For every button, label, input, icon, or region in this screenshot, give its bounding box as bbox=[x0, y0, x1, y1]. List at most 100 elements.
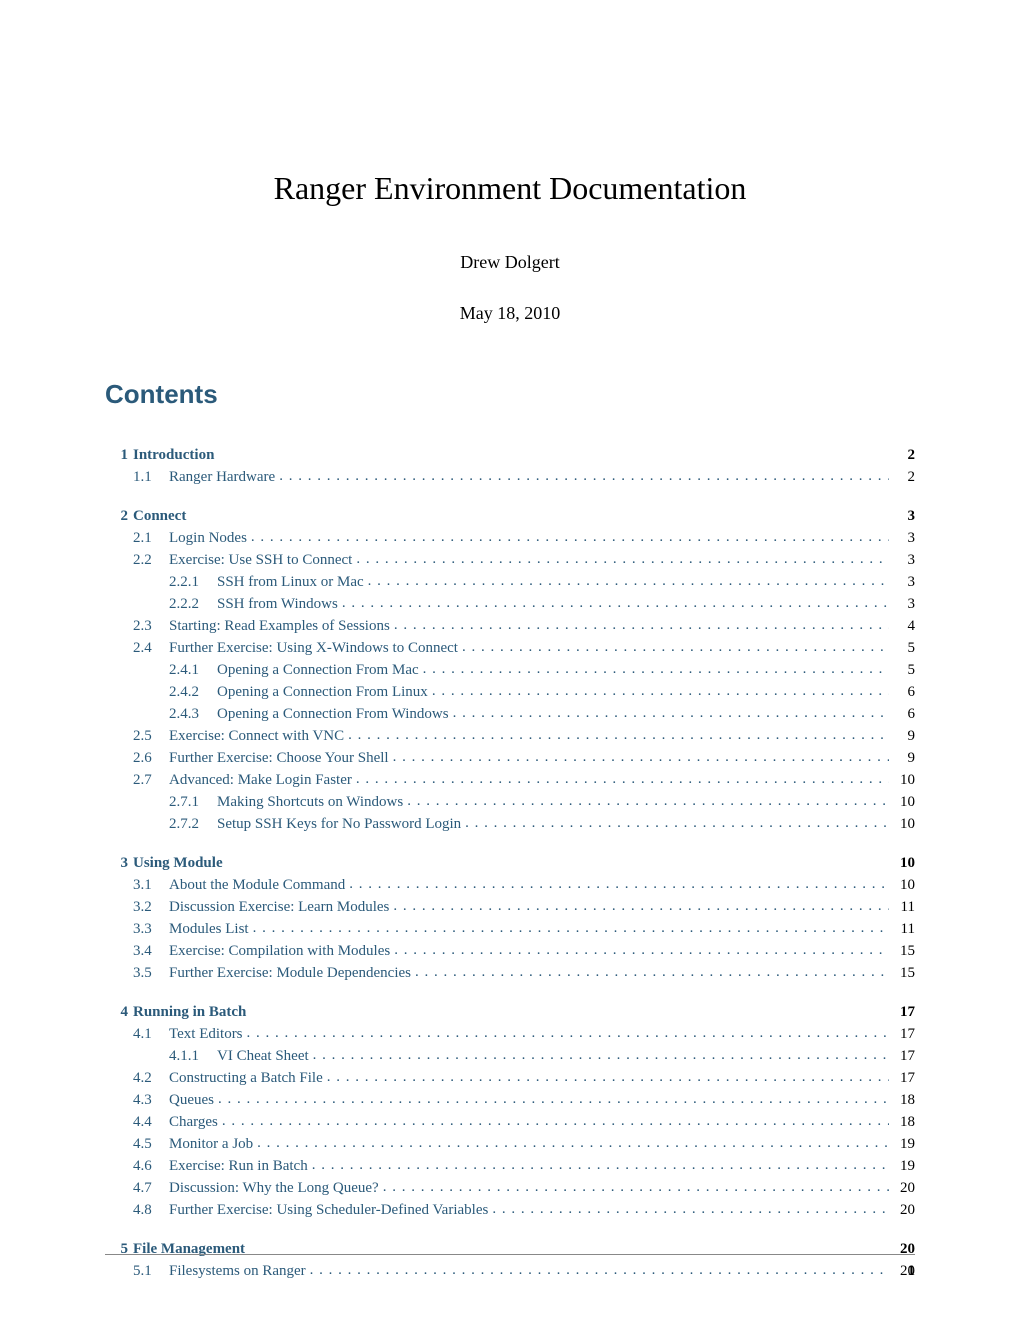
toc-subsection-title: Ranger Hardware bbox=[169, 467, 275, 488]
toc-subsection-page: 15 bbox=[893, 941, 915, 962]
toc-subsection-number: 3.3 bbox=[133, 919, 169, 940]
toc-leader-dots bbox=[312, 1155, 889, 1170]
toc-leader-dots bbox=[465, 813, 889, 828]
toc-subsection-row[interactable]: 2.2Exercise: Use SSH to Connect3 bbox=[105, 549, 915, 571]
toc-subsection-number: 4.7 bbox=[133, 1178, 169, 1199]
toc-subsubsection-number: 4.1.1 bbox=[169, 1046, 217, 1067]
toc-subsection-number: 4.5 bbox=[133, 1134, 169, 1155]
toc-subsection-row[interactable]: 2.3Starting: Read Examples of Sessions 4 bbox=[105, 615, 915, 637]
toc-leader-dots bbox=[257, 1133, 889, 1148]
toc-leader-dots bbox=[247, 1023, 889, 1038]
toc-subsection-title: Starting: Read Examples of Sessions bbox=[169, 616, 390, 637]
toc-subsection-row[interactable]: 4.3Queues18 bbox=[105, 1089, 915, 1111]
toc-leader-dots bbox=[218, 1089, 889, 1104]
table-of-contents: 1Introduction21.1Ranger Hardware22Connec… bbox=[105, 445, 915, 1282]
toc-subsection-row[interactable]: 4.1Text Editors17 bbox=[105, 1023, 915, 1045]
toc-subsection-row[interactable]: 3.2Discussion Exercise: Learn Modules 11 bbox=[105, 896, 915, 918]
toc-subsection-row[interactable]: 4.5Monitor a Job19 bbox=[105, 1133, 915, 1155]
toc-subsection-title: Exercise: Run in Batch bbox=[169, 1156, 308, 1177]
toc-subsection-page: 2 bbox=[893, 467, 915, 488]
toc-leader-dots bbox=[394, 940, 889, 955]
toc-subsection-title: Queues bbox=[169, 1090, 214, 1111]
toc-subsection-page: 19 bbox=[893, 1134, 915, 1155]
toc-subsection-number: 2.6 bbox=[133, 748, 169, 769]
toc-subsubsection-row[interactable]: 2.4.3Opening a Connection From Windows6 bbox=[105, 703, 915, 725]
toc-subsection-number: 3.2 bbox=[133, 897, 169, 918]
document-date: May 18, 2010 bbox=[105, 303, 915, 324]
toc-subsection-row[interactable]: 2.5Exercise: Connect with VNC9 bbox=[105, 725, 915, 747]
toc-subsection-row[interactable]: 2.7Advanced: Make Login Faster10 bbox=[105, 769, 915, 791]
contents-heading: Contents bbox=[105, 379, 915, 410]
document-title: Ranger Environment Documentation bbox=[105, 170, 915, 207]
toc-subsection-row[interactable]: 3.1About the Module Command10 bbox=[105, 874, 915, 896]
toc-leader-dots bbox=[310, 1260, 889, 1275]
toc-section-row[interactable]: 4Running in Batch17 bbox=[105, 1002, 915, 1023]
toc-subsubsection-title: Opening a Connection From Windows bbox=[217, 704, 449, 725]
toc-subsubsection-title: Making Shortcuts on Windows bbox=[217, 792, 403, 813]
toc-subsection-page: 4 bbox=[893, 616, 915, 637]
toc-subsection-row[interactable]: 4.4Charges18 bbox=[105, 1111, 915, 1133]
toc-section-row[interactable]: 5File Management20 bbox=[105, 1239, 915, 1260]
toc-section-row[interactable]: 2Connect3 bbox=[105, 506, 915, 527]
toc-subsection-page: 11 bbox=[893, 897, 915, 918]
toc-subsection-page: 17 bbox=[893, 1068, 915, 1089]
toc-subsection-row[interactable]: 4.8Further Exercise: Using Scheduler-Def… bbox=[105, 1199, 915, 1221]
toc-subsubsection-page: 5 bbox=[893, 660, 915, 681]
toc-section-row[interactable]: 1Introduction2 bbox=[105, 445, 915, 466]
toc-subsubsection-number: 2.2.2 bbox=[169, 594, 217, 615]
toc-subsubsection-row[interactable]: 2.7.2Setup SSH Keys for No Password Logi… bbox=[105, 813, 915, 835]
toc-subsection-page: 9 bbox=[893, 748, 915, 769]
toc-subsection-row[interactable]: 5.1Filesystems on Ranger20 bbox=[105, 1260, 915, 1282]
toc-subsection-title: Login Nodes bbox=[169, 528, 247, 549]
toc-subsection-title: Charges bbox=[169, 1112, 218, 1133]
toc-subsection-title: Exercise: Connect with VNC bbox=[169, 726, 344, 747]
toc-leader-dots bbox=[393, 747, 889, 762]
toc-subsection-row[interactable]: 4.7Discussion: Why the Long Queue?20 bbox=[105, 1177, 915, 1199]
toc-leader-dots bbox=[356, 549, 889, 564]
toc-section-title: File Management bbox=[133, 1239, 245, 1260]
toc-subsubsection-page: 3 bbox=[893, 572, 915, 593]
toc-subsection-row[interactable]: 2.1Login Nodes3 bbox=[105, 527, 915, 549]
toc-subsubsection-row[interactable]: 2.2.2SSH from Windows3 bbox=[105, 593, 915, 615]
toc-subsubsection-number: 2.4.3 bbox=[169, 704, 217, 725]
toc-subsection-number: 2.3 bbox=[133, 616, 169, 637]
toc-section-page: 17 bbox=[894, 1002, 915, 1023]
toc-subsection-number: 4.3 bbox=[133, 1090, 169, 1111]
toc-subsubsection-row[interactable]: 2.4.2Opening a Connection From Linux6 bbox=[105, 681, 915, 703]
toc-subsubsection-row[interactable]: 2.4.1Opening a Connection From Mac5 bbox=[105, 659, 915, 681]
toc-subsubsection-row[interactable]: 2.2.1SSH from Linux or Mac3 bbox=[105, 571, 915, 593]
toc-subsubsection-row[interactable]: 4.1.1VI Cheat Sheet17 bbox=[105, 1045, 915, 1067]
toc-subsection-title: About the Module Command bbox=[169, 875, 345, 896]
toc-subsection-title: Modules List bbox=[169, 919, 249, 940]
toc-leader-dots bbox=[415, 962, 889, 977]
toc-subsection-number: 2.4 bbox=[133, 638, 169, 659]
toc-section-page: 3 bbox=[902, 506, 916, 527]
toc-section-row[interactable]: 3Using Module10 bbox=[105, 853, 915, 874]
toc-section-title: Introduction bbox=[133, 445, 214, 466]
toc-subsection-row[interactable]: 4.6Exercise: Run in Batch19 bbox=[105, 1155, 915, 1177]
toc-subsubsection-title: Opening a Connection From Mac bbox=[217, 660, 419, 681]
toc-subsection-row[interactable]: 3.3Modules List11 bbox=[105, 918, 915, 940]
toc-subsection-page: 10 bbox=[893, 875, 915, 896]
toc-section: 4Running in Batch174.1Text Editors174.1.… bbox=[105, 1002, 915, 1221]
document-author: Drew Dolgert bbox=[105, 252, 915, 273]
toc-subsection-page: 18 bbox=[893, 1112, 915, 1133]
toc-subsection-number: 2.1 bbox=[133, 528, 169, 549]
toc-subsection-row[interactable]: 3.5Further Exercise: Module Dependencies… bbox=[105, 962, 915, 984]
toc-subsection-title: Discussion Exercise: Learn Modules bbox=[169, 897, 389, 918]
toc-subsection-title: Exercise: Compilation with Modules bbox=[169, 941, 390, 962]
toc-subsection-row[interactable]: 4.2Constructing a Batch File17 bbox=[105, 1067, 915, 1089]
toc-subsection-row[interactable]: 2.6Further Exercise: Choose Your Shell9 bbox=[105, 747, 915, 769]
toc-subsection-number: 2.7 bbox=[133, 770, 169, 791]
toc-subsection-row[interactable]: 1.1Ranger Hardware2 bbox=[105, 466, 915, 488]
toc-subsection-number: 2.5 bbox=[133, 726, 169, 747]
toc-subsection-row[interactable]: 3.4Exercise: Compilation with Modules15 bbox=[105, 940, 915, 962]
toc-subsection-title: Discussion: Why the Long Queue? bbox=[169, 1178, 379, 1199]
toc-subsubsection-row[interactable]: 2.7.1Making Shortcuts on Windows10 bbox=[105, 791, 915, 813]
toc-section-number: 5 bbox=[105, 1239, 133, 1260]
toc-leader-dots bbox=[393, 896, 889, 911]
toc-leader-dots bbox=[394, 615, 889, 630]
toc-leader-dots bbox=[349, 874, 889, 889]
toc-leader-dots bbox=[383, 1177, 889, 1192]
toc-subsection-row[interactable]: 2.4Further Exercise: Using X-Windows to … bbox=[105, 637, 915, 659]
